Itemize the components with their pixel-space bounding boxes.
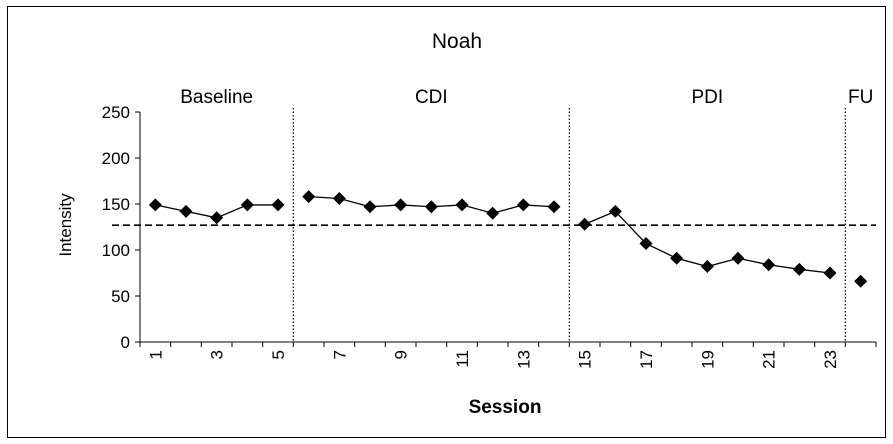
data-point	[271, 198, 285, 212]
x-tick-label: 15	[576, 350, 595, 369]
y-tick-label: 100	[102, 241, 130, 260]
data-point	[363, 200, 377, 214]
chart-title: Noah	[432, 30, 482, 53]
y-tick-label: 200	[102, 149, 130, 168]
data-point	[639, 237, 653, 251]
x-tick-label: 17	[637, 350, 656, 369]
data-point	[547, 200, 561, 214]
data-point	[823, 266, 837, 280]
x-tick-label: 7	[330, 350, 349, 359]
data-point	[210, 211, 224, 225]
data-point	[762, 258, 776, 272]
data-point	[394, 198, 408, 212]
x-tick-label: 3	[208, 350, 227, 359]
x-axis-title: Session	[469, 397, 542, 418]
y-tick-label: 250	[102, 103, 130, 122]
data-point	[854, 274, 868, 288]
data-point	[700, 260, 714, 274]
y-tick-label: 50	[111, 287, 130, 306]
phase-label: CDI	[415, 87, 448, 108]
data-point	[455, 198, 469, 212]
data-point	[302, 190, 316, 204]
x-tick-label: 19	[698, 350, 717, 369]
y-tick-label: 150	[102, 195, 130, 214]
data-point	[240, 198, 254, 212]
data-point	[148, 198, 162, 212]
x-tick-label: 5	[269, 350, 288, 359]
data-point	[578, 217, 592, 231]
data-point	[516, 198, 530, 212]
data-point	[792, 262, 806, 276]
x-tick-label: 11	[453, 350, 472, 368]
chart-frame	[7, 6, 886, 438]
x-tick-label: 9	[392, 350, 411, 359]
x-tick-label: 1	[146, 350, 165, 359]
phase-label: PDI	[691, 87, 723, 108]
x-tick-label: 23	[821, 350, 840, 369]
y-tick-label: 0	[121, 333, 130, 352]
data-point	[608, 204, 622, 218]
data-point	[332, 191, 346, 205]
phase-label: FU	[848, 87, 873, 108]
data-point	[179, 204, 193, 218]
data-point	[486, 206, 500, 220]
phase-label: Baseline	[180, 87, 253, 108]
y-axis-title: Intensity	[56, 193, 75, 257]
x-tick-label: 13	[514, 350, 533, 369]
data-point	[670, 251, 684, 265]
x-tick-label: 21	[760, 350, 779, 369]
data-point	[731, 251, 745, 265]
data-point	[424, 200, 438, 214]
